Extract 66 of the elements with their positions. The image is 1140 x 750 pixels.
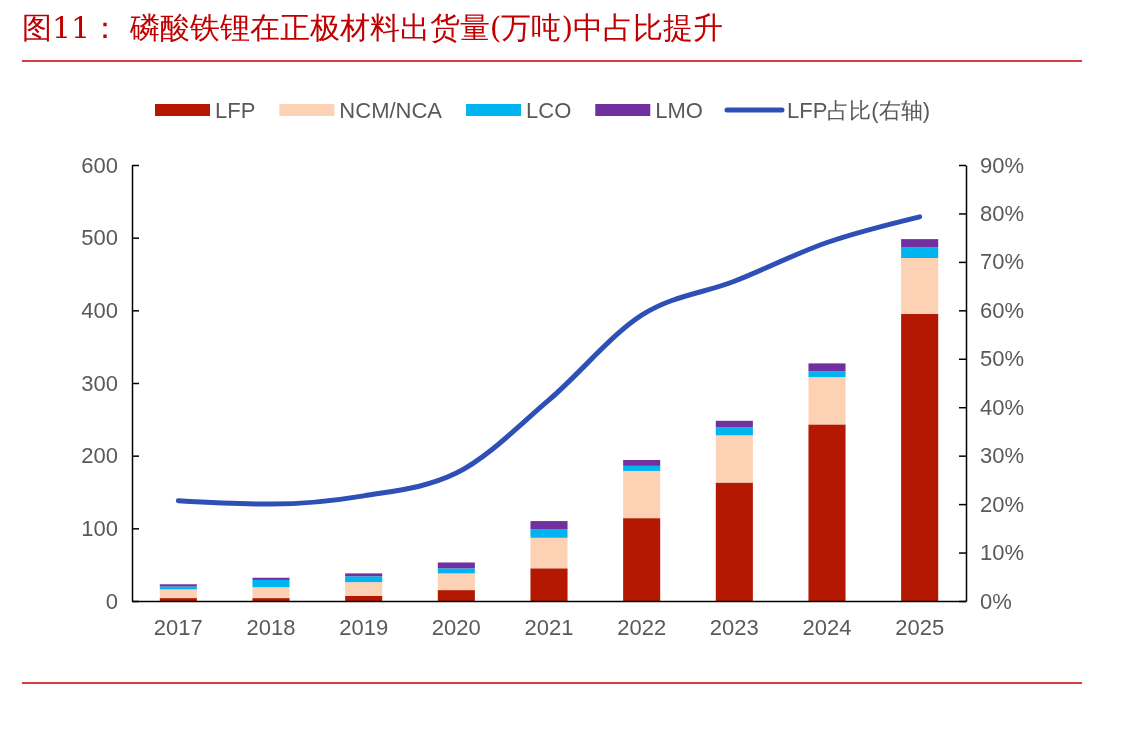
y2-tick-label: 60% <box>980 297 1025 323</box>
bar <box>808 371 846 378</box>
bar <box>437 590 475 601</box>
x-tick-label: 2022 <box>617 614 667 640</box>
bar <box>530 529 568 538</box>
y2-tick-label: 80% <box>980 200 1025 226</box>
y2-tick-label: 30% <box>980 443 1025 469</box>
bar <box>252 579 290 588</box>
y-tick-label: 200 <box>81 443 118 469</box>
bar <box>437 562 475 569</box>
legend-label: LMO <box>655 98 703 123</box>
legend-label: NCM/NCA <box>339 98 443 123</box>
bar <box>715 427 753 436</box>
x-tick-label: 2019 <box>339 614 389 640</box>
bar <box>623 460 661 466</box>
x-tick-label: 2017 <box>153 614 203 640</box>
y2-tick-label: 50% <box>980 346 1025 372</box>
bar <box>252 577 290 580</box>
bar <box>345 582 383 596</box>
y-tick-label: 100 <box>81 515 118 541</box>
x-tick-label: 2020 <box>431 614 481 640</box>
y-tick-label: 400 <box>81 297 118 323</box>
bar <box>530 521 568 530</box>
bar <box>530 568 568 601</box>
bar <box>530 537 568 569</box>
bar <box>808 424 846 601</box>
bar <box>715 435 753 483</box>
bar <box>345 595 383 601</box>
x-tick-label: 2023 <box>709 614 759 640</box>
x-tick-label: 2021 <box>524 614 574 640</box>
bar <box>623 518 661 601</box>
bar <box>159 598 197 601</box>
bar <box>623 465 661 471</box>
bar <box>715 482 753 601</box>
legend-label: LCO <box>526 98 572 123</box>
bar <box>901 239 939 248</box>
bar <box>901 313 939 601</box>
bar <box>437 573 475 591</box>
bar <box>345 573 383 577</box>
bar <box>252 587 290 599</box>
x-tick-label: 2025 <box>895 614 945 640</box>
legend-label: LFP占比(右轴) <box>786 98 930 123</box>
y-tick-label: 500 <box>81 225 118 251</box>
y2-tick-label: 40% <box>980 394 1025 420</box>
bar <box>808 363 846 372</box>
y2-tick-label: 20% <box>980 491 1025 517</box>
bar <box>437 568 475 574</box>
y-tick-label: 300 <box>81 370 118 396</box>
bar <box>623 470 661 519</box>
chart-title: 图11： 磷酸铁锂在正极材料出货量(万吨)中占比提升 <box>22 10 724 45</box>
bar <box>808 377 846 425</box>
bar <box>901 247 939 259</box>
y2-tick-label: 90% <box>980 152 1025 178</box>
y-tick-label: 600 <box>81 152 118 178</box>
y2-tick-label: 70% <box>980 249 1025 275</box>
bar <box>345 576 383 583</box>
y2-tick-label: 10% <box>980 540 1025 566</box>
bar <box>715 420 753 428</box>
y-tick-label: 0 <box>105 588 118 614</box>
bar <box>159 589 197 599</box>
legend-label: LFP <box>215 98 256 123</box>
bar <box>901 258 939 314</box>
x-tick-label: 2018 <box>246 614 296 640</box>
x-tick-label: 2024 <box>802 614 852 640</box>
y2-tick-label: 0% <box>980 588 1012 614</box>
bar <box>252 598 290 601</box>
